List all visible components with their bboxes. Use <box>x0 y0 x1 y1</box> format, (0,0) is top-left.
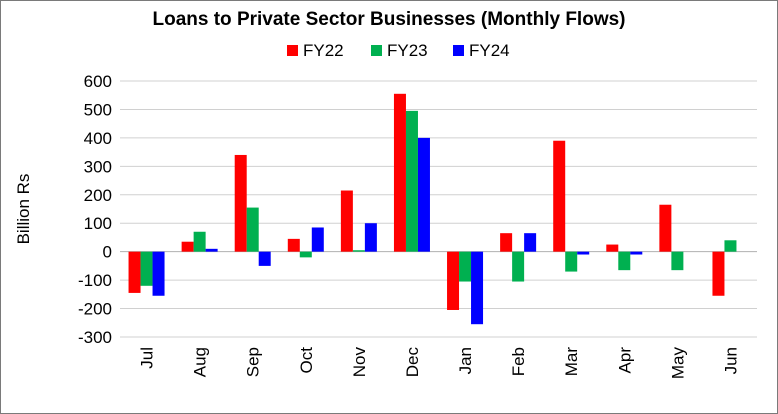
y-axis-label: Billion Rs <box>14 174 33 245</box>
x-tick-label: May <box>668 347 687 380</box>
y-tick-label: 400 <box>84 129 112 148</box>
bar-fy23-aug <box>193 231 206 252</box>
bar-fy22-may <box>659 204 672 252</box>
bar-fy24-sep <box>258 251 271 266</box>
legend-label-fy23: FY23 <box>387 41 428 60</box>
legend-swatch-fy22 <box>287 45 298 56</box>
bar-fy23-dec <box>405 110 418 252</box>
bar-fy23-feb <box>512 251 525 282</box>
bar-fy22-dec <box>393 93 406 252</box>
y-tick-label: 600 <box>84 72 112 91</box>
x-axis-ticks: Jul Aug Sep Oct Nov Dec Jan Feb Mar Apr May Jun <box>138 347 741 380</box>
y-axis-ticks: 600 500 400 300 200 100 0 -100 -200 -300 <box>78 72 112 347</box>
x-tick-label: Feb <box>509 347 528 376</box>
y-tick-label: 500 <box>84 100 112 119</box>
bar-fy23-sep <box>246 207 259 252</box>
bar-fy22-aug <box>181 241 194 252</box>
bar-fy23-jul <box>140 251 153 286</box>
x-tick-label: Mar <box>562 347 581 377</box>
bar-fy23-mar <box>565 251 578 272</box>
bar-fy24-aug <box>205 248 218 252</box>
y-tick-label: -100 <box>78 271 112 290</box>
bar-fy22-jul <box>128 251 141 293</box>
x-tick-label: Oct <box>297 347 316 374</box>
bar-fy22-mar <box>553 140 566 252</box>
bar-fy22-apr <box>606 244 619 252</box>
y-tick-label: 100 <box>84 214 112 233</box>
y-tick-label: -200 <box>78 300 112 319</box>
y-tick-label: -300 <box>78 328 112 347</box>
x-tick-label: Jan <box>456 347 475 374</box>
bar-fy24-apr <box>630 251 643 255</box>
bar-fy22-sep <box>234 154 247 252</box>
x-tick-label: Jul <box>138 347 157 369</box>
bars <box>128 93 737 325</box>
bar-fy23-may <box>671 251 684 271</box>
x-tick-label: Nov <box>350 347 369 378</box>
x-tick-label: Aug <box>191 347 210 377</box>
legend: FY22 FY23 FY24 <box>287 41 510 60</box>
bar-fy24-feb <box>524 233 537 252</box>
gridlines <box>120 80 757 338</box>
bar-fy23-apr <box>618 251 631 271</box>
bar-fy24-mar <box>577 251 590 255</box>
y-tick-label: 0 <box>103 243 112 262</box>
bar-fy22-jun <box>712 251 725 296</box>
bar-fy22-feb <box>500 233 513 252</box>
bar-fy24-nov <box>364 223 377 252</box>
bar-fy23-nov <box>352 250 365 252</box>
bar-fy24-jul <box>152 251 165 296</box>
x-tick-label: Apr <box>615 347 634 374</box>
chart-title: Loans to Private Sector Businesses (Mont… <box>153 9 626 30</box>
bar-fy22-nov <box>340 190 353 252</box>
y-tick-label: 300 <box>84 157 112 176</box>
legend-swatch-fy23 <box>371 45 382 56</box>
legend-label-fy22: FY22 <box>303 41 344 60</box>
bar-fy23-jan <box>459 251 472 282</box>
bar-fy24-dec <box>417 137 430 252</box>
bar-fy22-jan <box>447 251 460 310</box>
bar-fy23-oct <box>299 251 312 258</box>
bar-fy24-jan <box>471 251 484 325</box>
x-tick-label: Dec <box>403 347 422 378</box>
bar-fy22-oct <box>287 238 300 252</box>
x-tick-label: Jun <box>721 347 740 374</box>
bar-fy23-jun <box>724 240 737 252</box>
bar-fy24-oct <box>311 227 324 252</box>
legend-label-fy24: FY24 <box>469 41 510 60</box>
legend-swatch-fy24 <box>453 45 464 56</box>
x-tick-label: Sep <box>244 347 263 377</box>
y-tick-label: 200 <box>84 186 112 205</box>
